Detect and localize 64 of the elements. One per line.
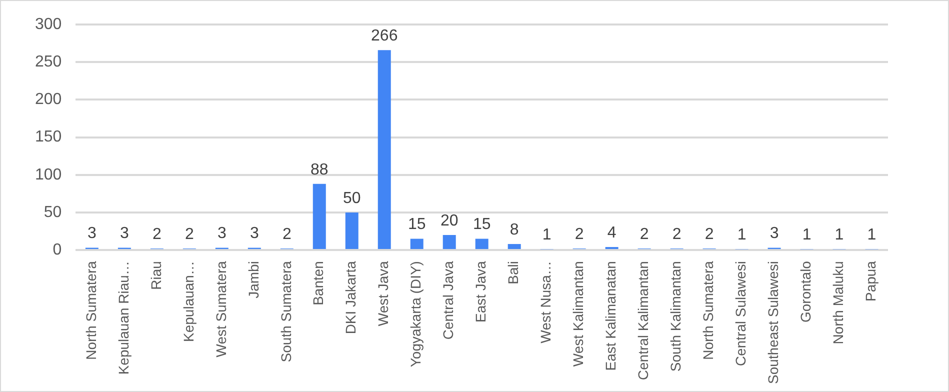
data-label: 8	[510, 221, 519, 238]
x-tick-label: Yogyakarta (DIY)	[408, 261, 424, 368]
x-tick-label: DKI Jakarta	[342, 260, 359, 334]
bar	[442, 235, 456, 250]
bar	[345, 212, 358, 250]
data-label: 266	[371, 28, 398, 45]
x-tick-label: Central Sulawesi	[732, 261, 749, 366]
data-label: 3	[770, 225, 779, 242]
data-label: 4	[607, 224, 616, 242]
data-label: 2	[672, 226, 682, 243]
data-label: 1	[867, 226, 876, 244]
bar	[378, 50, 391, 250]
data-label: 1	[542, 226, 552, 244]
x-tick-label: Central Kalimantan	[635, 261, 652, 380]
data-label: 1	[834, 226, 844, 244]
data-label: 1	[737, 226, 746, 244]
data-label: 2	[574, 226, 584, 243]
x-tick-label: West Sumatera	[212, 260, 229, 358]
x-tick-label: North Maluku	[830, 261, 846, 344]
x-tick-label: Southeast Sulawesi	[765, 261, 782, 384]
data-label: 88	[310, 161, 328, 178]
data-label: 15	[472, 216, 491, 234]
x-tick-label: Kepulauan Riau…	[115, 261, 132, 375]
data-label: 50	[342, 190, 361, 207]
data-label: 2	[184, 226, 194, 243]
y-tick-label: 250	[34, 54, 62, 71]
x-tick-label: Bali	[505, 261, 522, 284]
x-tick-label: Gorontalo	[798, 260, 814, 323]
x-tick-label: South Sumatera	[278, 260, 294, 362]
bar	[508, 244, 521, 250]
x-tick-label: Kepulauan…	[180, 261, 196, 342]
x-tick-label: West Kalimantan	[570, 261, 586, 367]
x-tick-label: East Kalimanatan	[602, 261, 619, 371]
data-label: 3	[120, 225, 129, 242]
x-tick-label: Riau	[148, 261, 164, 290]
data-label: 2	[704, 226, 714, 243]
x-tick-label: North Sumatera	[700, 260, 716, 360]
x-tick-label: West Nusa…	[538, 261, 554, 344]
y-tick-label: 300	[34, 16, 62, 34]
bar	[475, 238, 488, 250]
data-label: 2	[152, 226, 162, 243]
y-tick-label: 50	[44, 204, 62, 221]
x-tick-label: South Kalimantan	[668, 261, 684, 372]
y-tick-label: 100	[34, 166, 62, 184]
x-tick-label: North Sumatera	[82, 260, 99, 360]
bar	[312, 184, 326, 250]
y-tick-label: 200	[34, 91, 62, 108]
data-label: 3	[217, 225, 226, 242]
data-label: 2	[640, 226, 649, 243]
data-label: 15	[408, 216, 426, 234]
data-label: 20	[440, 212, 458, 230]
data-label: 3	[87, 225, 96, 242]
y-tick-label: 150	[34, 128, 62, 146]
x-tick-label: Central Java	[440, 260, 456, 340]
y-tick-label: 0	[52, 241, 62, 258]
x-tick-label: Banten	[310, 261, 326, 306]
x-tick-label: Jambi	[245, 261, 262, 298]
x-tick-label: East Java	[472, 260, 489, 323]
data-label: 1	[802, 226, 812, 244]
x-tick-label: West Java	[375, 260, 392, 326]
x-tick-label: Papua	[862, 260, 879, 302]
data-label: 2	[282, 226, 292, 243]
data-label: 3	[250, 225, 259, 242]
bar	[410, 238, 424, 250]
